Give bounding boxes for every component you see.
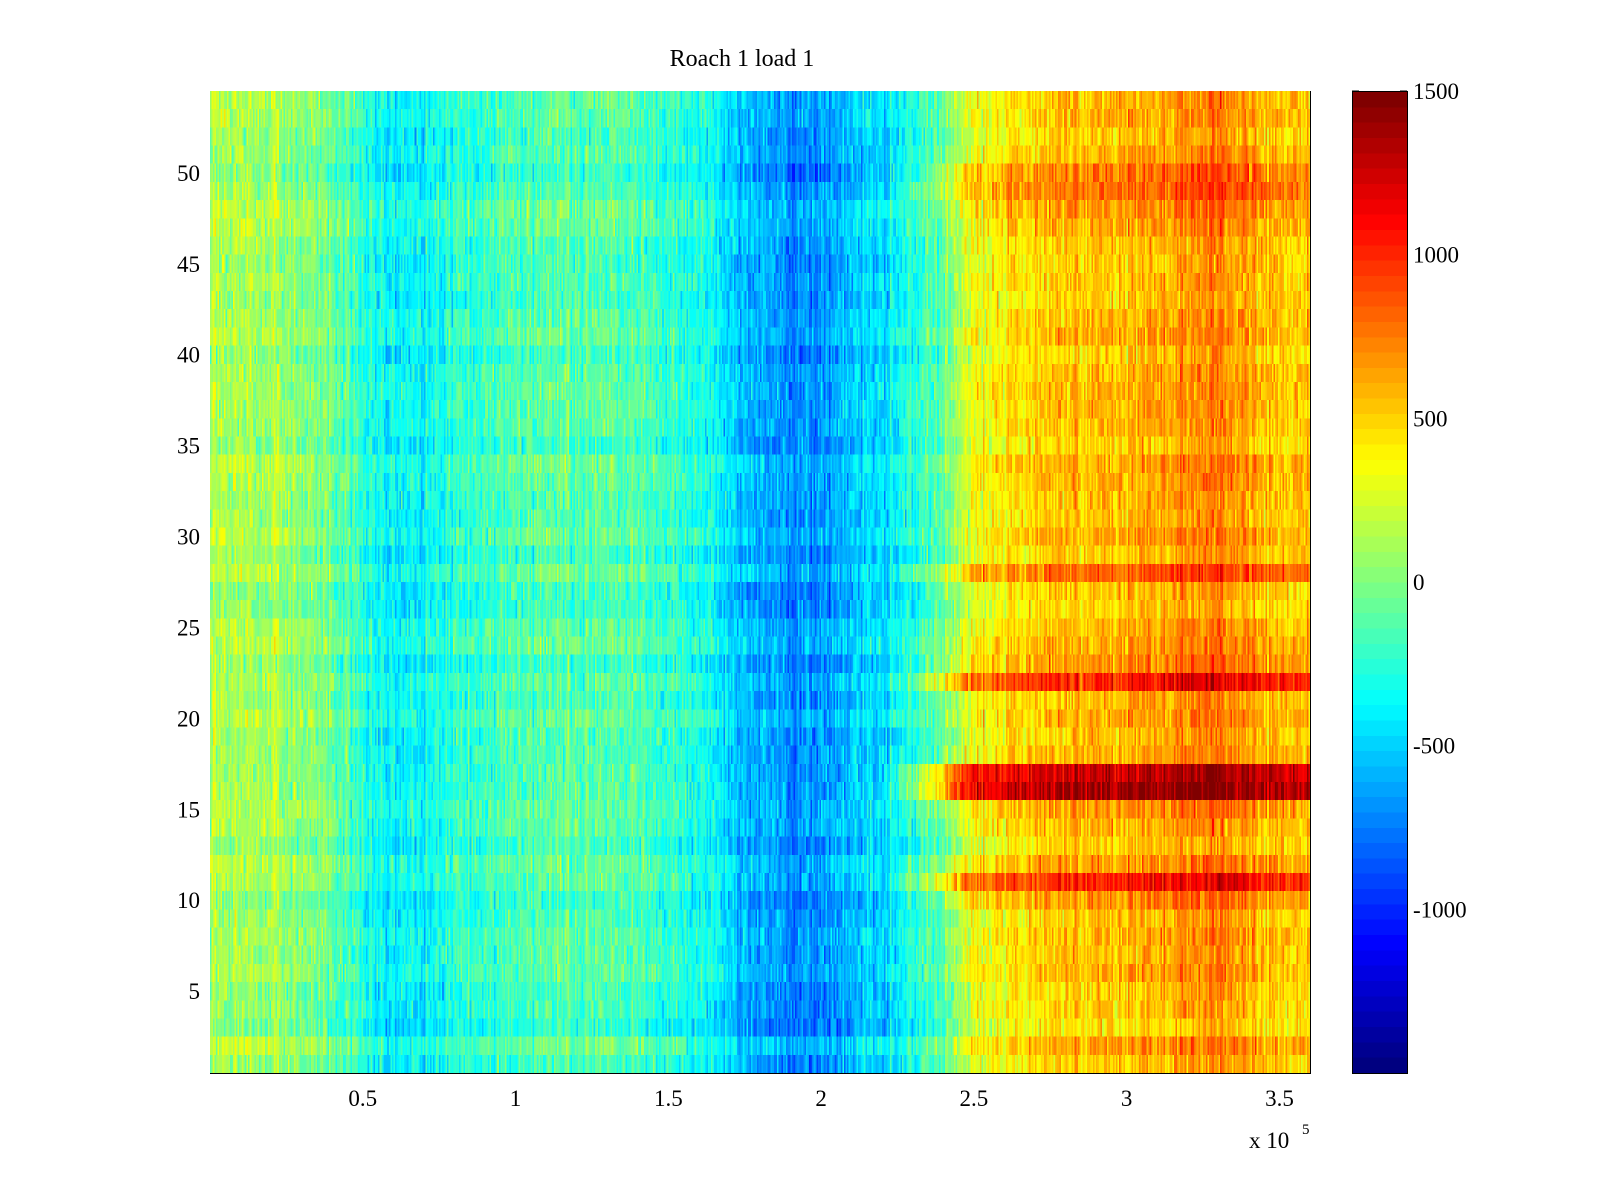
colorbar-tick-label: 1500 (1413, 79, 1459, 104)
x-tick-label: 1 (510, 1086, 522, 1111)
y-tick-label: 10 (177, 888, 200, 913)
heatmap-image (210, 91, 1310, 1073)
y-tick-label: 30 (177, 525, 200, 550)
y-axis-ticks: 5 10 15 20 25 30 35 40 45 50 (177, 161, 1310, 1004)
x-tick-label: 1.5 (654, 1086, 683, 1111)
chart-title: Roach 1 load 1 (670, 46, 815, 72)
x-tick-label: 2.5 (960, 1086, 989, 1111)
y-tick-label: 5 (189, 979, 201, 1004)
y-tick-label: 20 (177, 706, 200, 731)
colorbar-ticks: 1500 1000 500 0 -500 -1000 (1352, 79, 1467, 922)
x-tick-label: 3.5 (1265, 1086, 1294, 1111)
x-axis-multiplier-label: x 10 5 (1249, 1122, 1310, 1153)
y-tick-label: 15 (177, 797, 200, 822)
y-tick-label: 25 (177, 615, 200, 640)
x-multiplier-exponent: 5 (1302, 1122, 1310, 1138)
colorbar-tick-label: 500 (1413, 406, 1448, 431)
colorbar-frame (1352, 91, 1408, 1074)
colorbar-tick-label: -500 (1413, 734, 1455, 759)
x-tick-label: 0.5 (348, 1086, 377, 1111)
x-tick-label: 3 (1121, 1086, 1133, 1111)
y-tick-label: 45 (177, 252, 200, 277)
colorbar-tick-label: 0 (1413, 570, 1425, 595)
x-multiplier-base: x 10 (1249, 1128, 1289, 1153)
x-tick-label: 2 (815, 1086, 827, 1111)
colorbar-tick-label: 1000 (1413, 243, 1459, 268)
colorbar-image (1353, 92, 1407, 1073)
colorbar-tick-label: -1000 (1413, 897, 1467, 922)
y-tick-label: 35 (177, 434, 200, 459)
y-tick-label: 40 (177, 343, 200, 368)
y-tick-label: 50 (177, 161, 200, 186)
